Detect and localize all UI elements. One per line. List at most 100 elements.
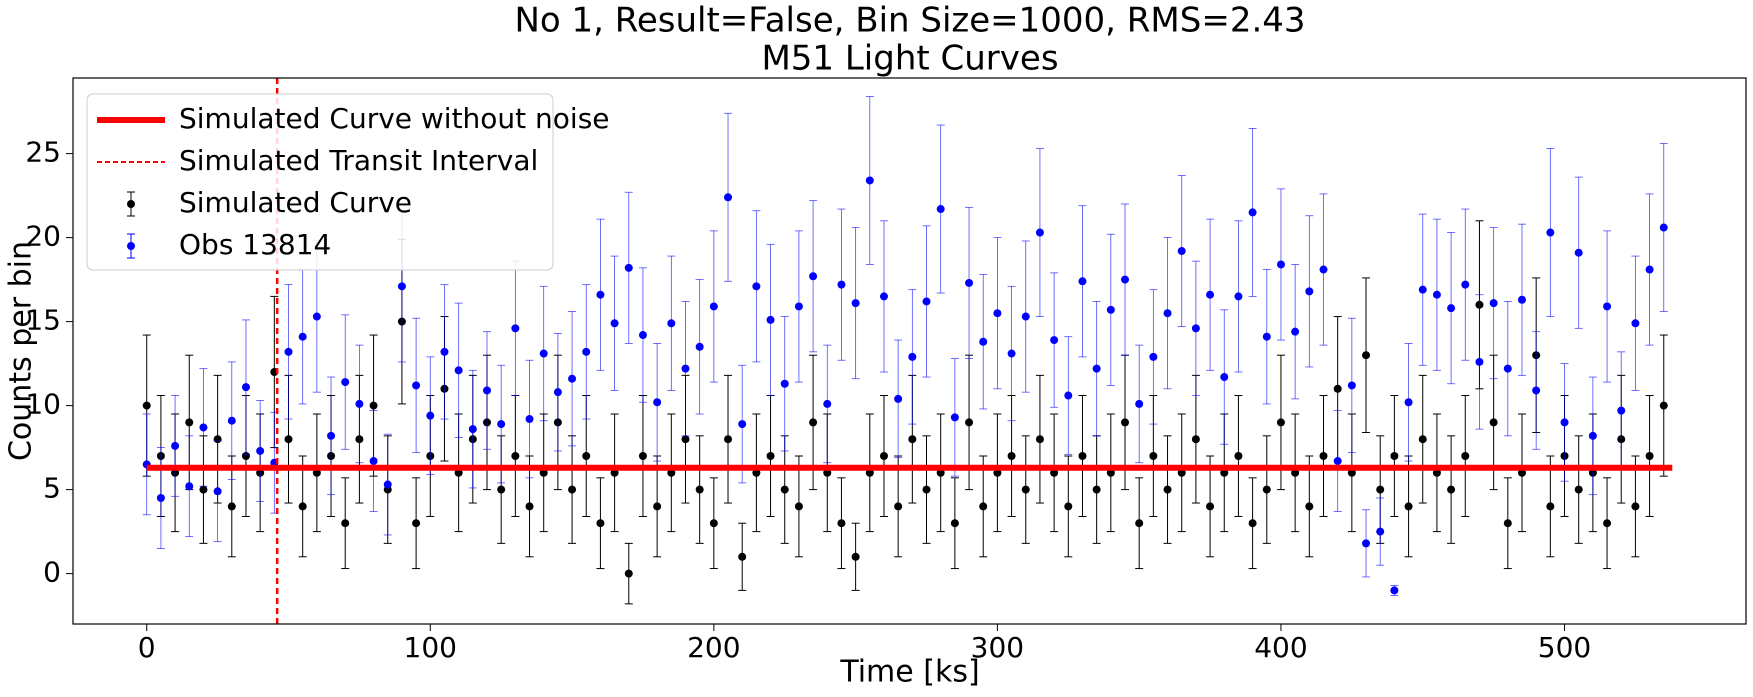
point [383,480,392,489]
point [199,423,208,432]
point [1362,539,1371,548]
point [809,272,818,281]
point [894,502,903,511]
point [1305,502,1314,511]
point [1191,324,1200,333]
point [1035,228,1044,237]
legend-label: Simulated Curve without noise [179,102,610,135]
series-2 [142,96,1668,596]
point [1546,228,1555,237]
point [1603,519,1612,528]
point [695,342,704,351]
point [610,319,619,328]
point [1503,519,1512,528]
point [709,302,718,311]
point [738,420,747,429]
point [1092,364,1101,373]
legend-box [86,93,554,271]
x-axis-label: Time [ks] [839,655,979,690]
point [894,394,903,403]
point [1149,352,1158,361]
point [142,401,151,410]
point [1461,452,1470,460]
point [865,468,874,477]
point [1248,519,1257,528]
point [1461,280,1470,289]
point [1645,265,1654,274]
point [794,302,803,311]
point [979,502,988,511]
point [539,468,548,477]
point [284,347,293,356]
point [1333,384,1342,393]
point [1248,208,1257,217]
point [724,435,733,444]
point [497,420,506,429]
point [1021,485,1030,494]
point [1106,468,1115,477]
point [624,263,633,272]
point [525,415,534,424]
point [780,485,789,494]
point [1631,319,1640,328]
point [1447,485,1456,494]
point [1007,349,1016,358]
point [752,468,761,477]
point [993,468,1002,477]
point [1191,435,1200,444]
point [1064,391,1073,400]
point [185,482,194,491]
point [1489,299,1498,308]
point [256,446,265,455]
point [752,282,761,291]
point [341,378,350,387]
point [482,386,491,395]
point [908,435,917,444]
y-tick-label: 10 [25,388,61,421]
point [1121,275,1130,284]
point [638,452,647,460]
point [1078,452,1087,460]
point [1376,485,1385,494]
point [922,485,931,494]
point [525,502,534,511]
point [1404,398,1413,407]
y-tick-label: 25 [25,136,61,169]
point [426,411,435,420]
point [397,282,406,291]
point [1503,364,1512,373]
x-tick-label: 200 [687,631,740,664]
y-tick-label: 15 [25,304,61,337]
point [979,337,988,346]
point [1163,309,1172,318]
point [780,379,789,388]
point [624,569,633,578]
point [327,431,336,440]
chart-title: No 1, Result=False, Bin Size=1000, RMS=2… [514,1,1305,41]
point [1347,468,1356,477]
point [1206,502,1215,511]
point [1390,586,1399,595]
y-tick-label: 0 [43,556,61,589]
point [355,399,364,408]
point [1021,312,1030,321]
point [1276,260,1285,269]
point [766,315,775,324]
point [1588,431,1597,440]
point [511,452,520,460]
point [553,388,562,397]
point [1432,468,1441,477]
point [1418,435,1427,444]
point [568,374,577,383]
legend-label: Simulated Transit Interval [179,144,538,177]
point [1574,485,1583,494]
point [412,381,421,390]
legend-label: Obs 13814 [179,228,331,261]
point [1560,418,1569,427]
point [1475,357,1484,366]
point [568,485,577,494]
point [312,468,321,477]
point [1234,452,1243,460]
point [369,457,378,466]
point [1121,418,1130,427]
